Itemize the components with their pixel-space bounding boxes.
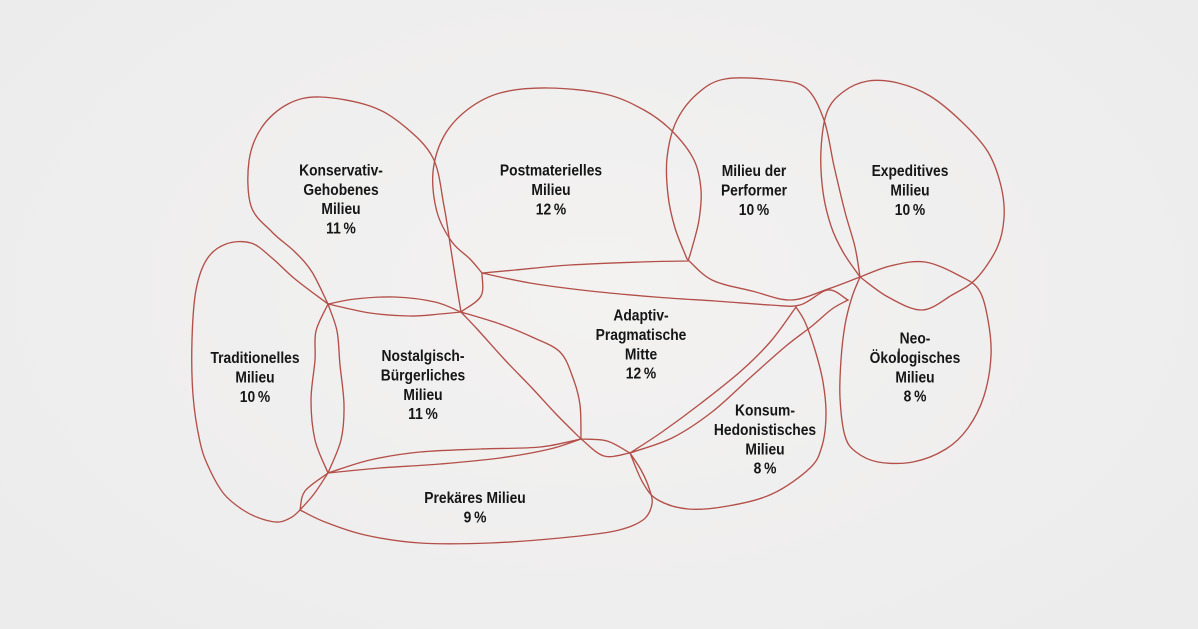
svg-text:Konsum-: Konsum- [735, 402, 795, 420]
svg-text:Milieu: Milieu [403, 386, 442, 404]
svg-text:Expeditives: Expeditives [872, 162, 949, 180]
svg-text:Neo-: Neo- [900, 330, 931, 348]
svg-text:Hedonistisches: Hedonistisches [714, 421, 816, 439]
svg-text:Postmaterielles: Postmaterielles [500, 162, 602, 180]
svg-text:Milieu: Milieu [890, 181, 929, 199]
svg-text:Milieu: Milieu [745, 440, 784, 458]
svg-text:11 %: 11 % [326, 220, 356, 238]
svg-text:Gehobenes: Gehobenes [303, 181, 378, 199]
svg-text:12 %: 12 % [626, 365, 656, 383]
svg-text:Adaptiv-: Adaptiv- [613, 307, 668, 325]
svg-text:Mitte: Mitte [625, 345, 657, 363]
svg-text:Traditionelles: Traditionelles [210, 349, 299, 367]
svg-text:Milieu der: Milieu der [722, 162, 787, 180]
svg-text:10 %: 10 % [240, 388, 270, 406]
svg-text:9 %: 9 % [464, 508, 487, 526]
svg-text:Milieu: Milieu [235, 368, 274, 386]
svg-text:11 %: 11 % [408, 405, 438, 423]
svg-text:8 %: 8 % [754, 460, 777, 478]
svg-text:Milieu: Milieu [531, 181, 570, 199]
svg-text:Prekäres Milieu: Prekäres Milieu [424, 489, 525, 507]
svg-text:Nostalgisch-: Nostalgisch- [382, 347, 465, 365]
svg-text:Milieu: Milieu [321, 200, 360, 218]
svg-text:Konservativ-: Konservativ- [299, 162, 383, 180]
svg-text:Bürgerliches: Bürgerliches [381, 366, 465, 384]
svg-text:Ökologisches: Ökologisches [870, 349, 961, 367]
svg-text:Milieu: Milieu [895, 368, 934, 386]
svg-text:8 %: 8 % [904, 388, 927, 406]
svg-text:12 %: 12 % [536, 200, 566, 218]
svg-text:Pragmatische: Pragmatische [596, 326, 687, 344]
svg-text:Performer: Performer [721, 181, 787, 199]
svg-text:10 %: 10 % [739, 201, 769, 219]
svg-text:10 %: 10 % [895, 201, 925, 219]
